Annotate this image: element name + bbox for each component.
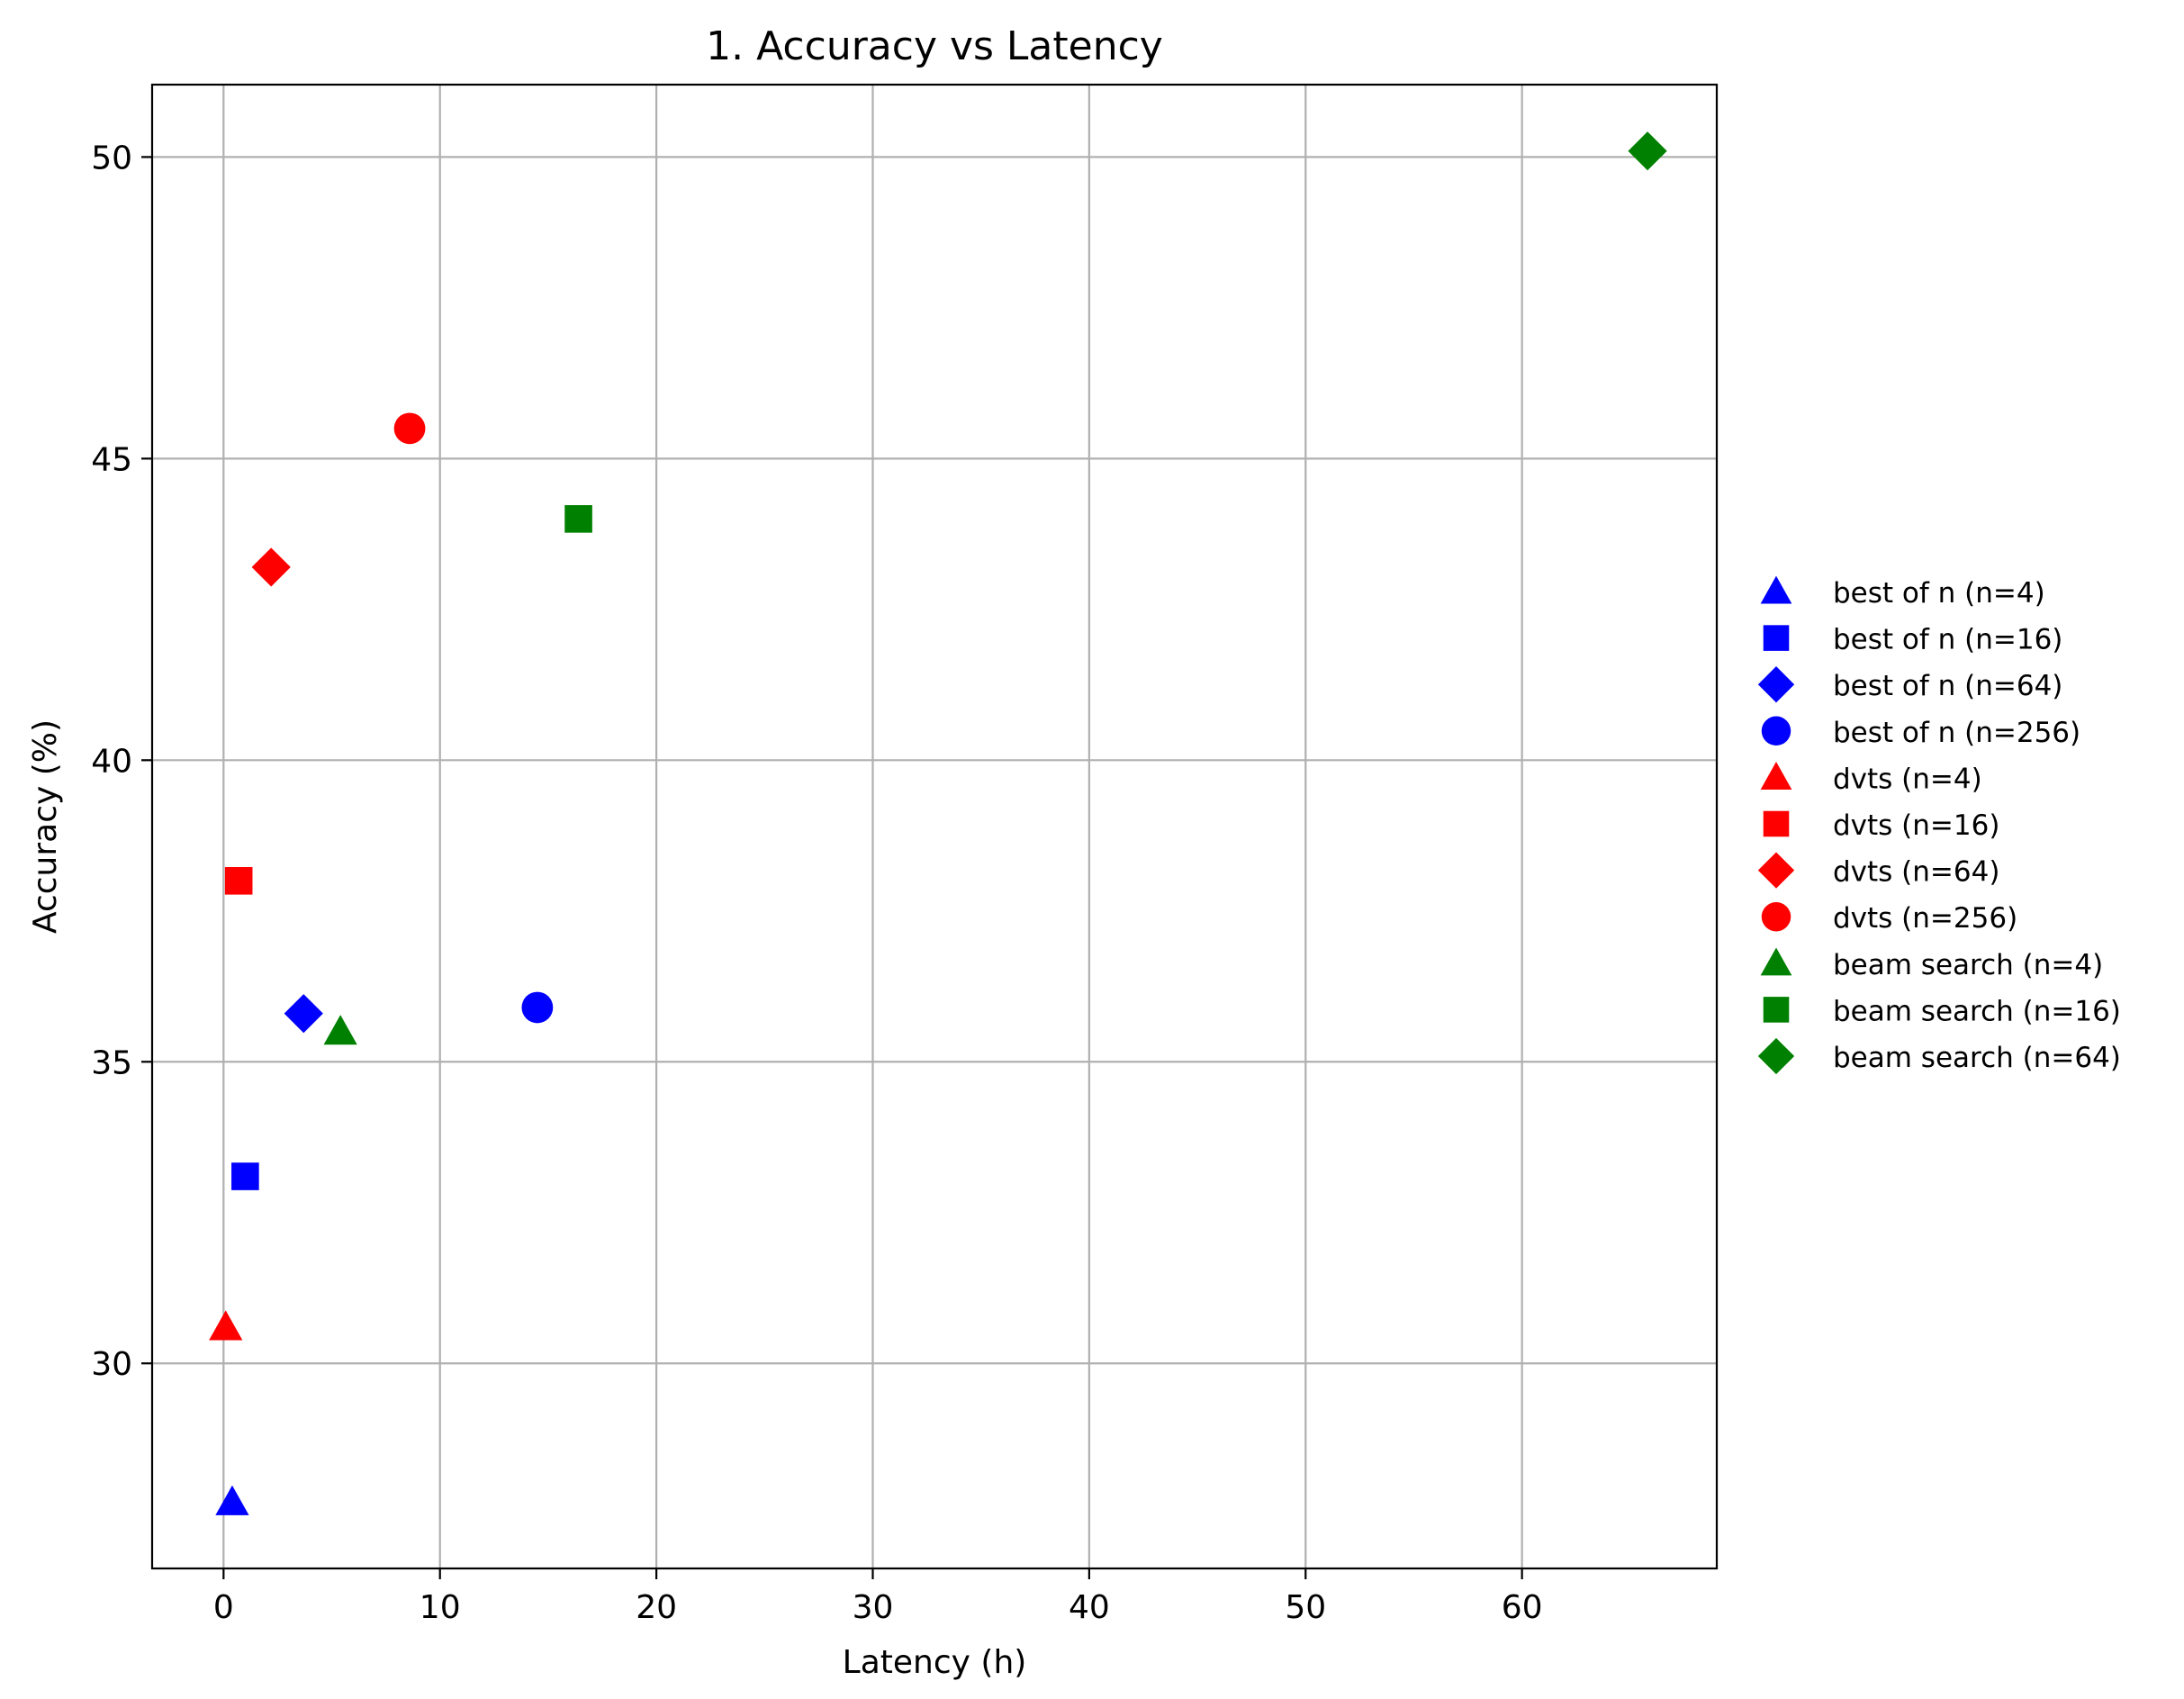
legend-label: best of n (n=4) bbox=[1833, 577, 2045, 610]
grid-lines bbox=[152, 85, 1717, 1568]
legend-item: beam search (n=4) bbox=[1760, 947, 2103, 981]
data-point bbox=[215, 1485, 249, 1515]
y-tick-label: 50 bbox=[91, 140, 132, 176]
data-point bbox=[284, 994, 323, 1034]
data-point bbox=[1628, 131, 1667, 171]
legend-item: best of n (n=256) bbox=[1761, 716, 2080, 749]
x-axis-label: Latency (h) bbox=[843, 1644, 1027, 1681]
legend-marker bbox=[1761, 901, 1791, 932]
legend-label: beam search (n=4) bbox=[1833, 949, 2103, 981]
y-tick-label: 35 bbox=[91, 1044, 132, 1081]
legend-label: dvts (n=256) bbox=[1833, 902, 2017, 935]
x-tick-label: 50 bbox=[1285, 1589, 1326, 1626]
legend-label: best of n (n=256) bbox=[1833, 717, 2080, 749]
data-points bbox=[209, 131, 1667, 1515]
legend-marker bbox=[1763, 625, 1790, 651]
legend-item: best of n (n=64) bbox=[1757, 666, 2062, 703]
plot-frame bbox=[150, 83, 1719, 1570]
legend-label: best of n (n=64) bbox=[1833, 670, 2062, 702]
legend-item: dvts (n=4) bbox=[1760, 762, 1982, 795]
data-point bbox=[323, 1015, 357, 1045]
legend-item: dvts (n=256) bbox=[1761, 901, 2017, 935]
x-tick-label: 30 bbox=[853, 1589, 894, 1626]
y-tick-label: 45 bbox=[91, 441, 132, 478]
data-point bbox=[564, 505, 592, 533]
legend-item: dvts (n=16) bbox=[1763, 809, 1999, 842]
x-tick-label: 60 bbox=[1502, 1589, 1543, 1626]
legend-marker bbox=[1760, 762, 1792, 790]
legend-label: beam search (n=16) bbox=[1833, 995, 2121, 1027]
legend-item: dvts (n=64) bbox=[1757, 852, 1999, 889]
x-axis-ticks: 0 10 20 30 40 50 60 bbox=[213, 1568, 1543, 1626]
y-axis-label: Accuracy (%) bbox=[27, 719, 64, 934]
legend-label: best of n (n=16) bbox=[1833, 624, 2062, 656]
data-point bbox=[231, 1162, 259, 1190]
legend-marker bbox=[1760, 575, 1792, 604]
data-point bbox=[393, 412, 426, 445]
y-axis-ticks: 30 35 40 45 50 bbox=[91, 140, 152, 1383]
legend-label: dvts (n=16) bbox=[1833, 809, 1999, 842]
x-tick-label: 20 bbox=[636, 1589, 677, 1626]
x-tick-label: 40 bbox=[1069, 1589, 1110, 1626]
data-point bbox=[521, 991, 554, 1024]
legend-marker bbox=[1757, 852, 1795, 889]
legend-item: beam search (n=16) bbox=[1763, 995, 2121, 1027]
legend-marker bbox=[1760, 947, 1792, 976]
legend-marker bbox=[1763, 997, 1790, 1023]
legend: best of n (n=4) best of n (n=16) best of n… bbox=[1757, 575, 2121, 1075]
legend-item: best of n (n=16) bbox=[1763, 624, 2062, 656]
legend-marker bbox=[1757, 666, 1795, 703]
legend-marker bbox=[1757, 1037, 1795, 1075]
chart-title: 1. Accuracy vs Latency bbox=[706, 23, 1163, 69]
legend-label: beam search (n=64) bbox=[1833, 1042, 2121, 1074]
legend-marker bbox=[1763, 810, 1790, 837]
legend-item: beam search (n=64) bbox=[1757, 1037, 2121, 1075]
y-tick-label: 40 bbox=[91, 743, 132, 780]
data-point bbox=[251, 547, 291, 587]
x-tick-label: 0 bbox=[213, 1589, 234, 1626]
data-point bbox=[224, 866, 253, 895]
legend-marker bbox=[1761, 716, 1791, 746]
legend-label: dvts (n=64) bbox=[1833, 856, 1999, 889]
data-point bbox=[209, 1310, 243, 1341]
y-tick-label: 30 bbox=[91, 1346, 132, 1383]
legend-label: dvts (n=4) bbox=[1833, 763, 1982, 795]
x-tick-label: 10 bbox=[420, 1589, 461, 1626]
legend-item: best of n (n=4) bbox=[1760, 575, 2045, 610]
